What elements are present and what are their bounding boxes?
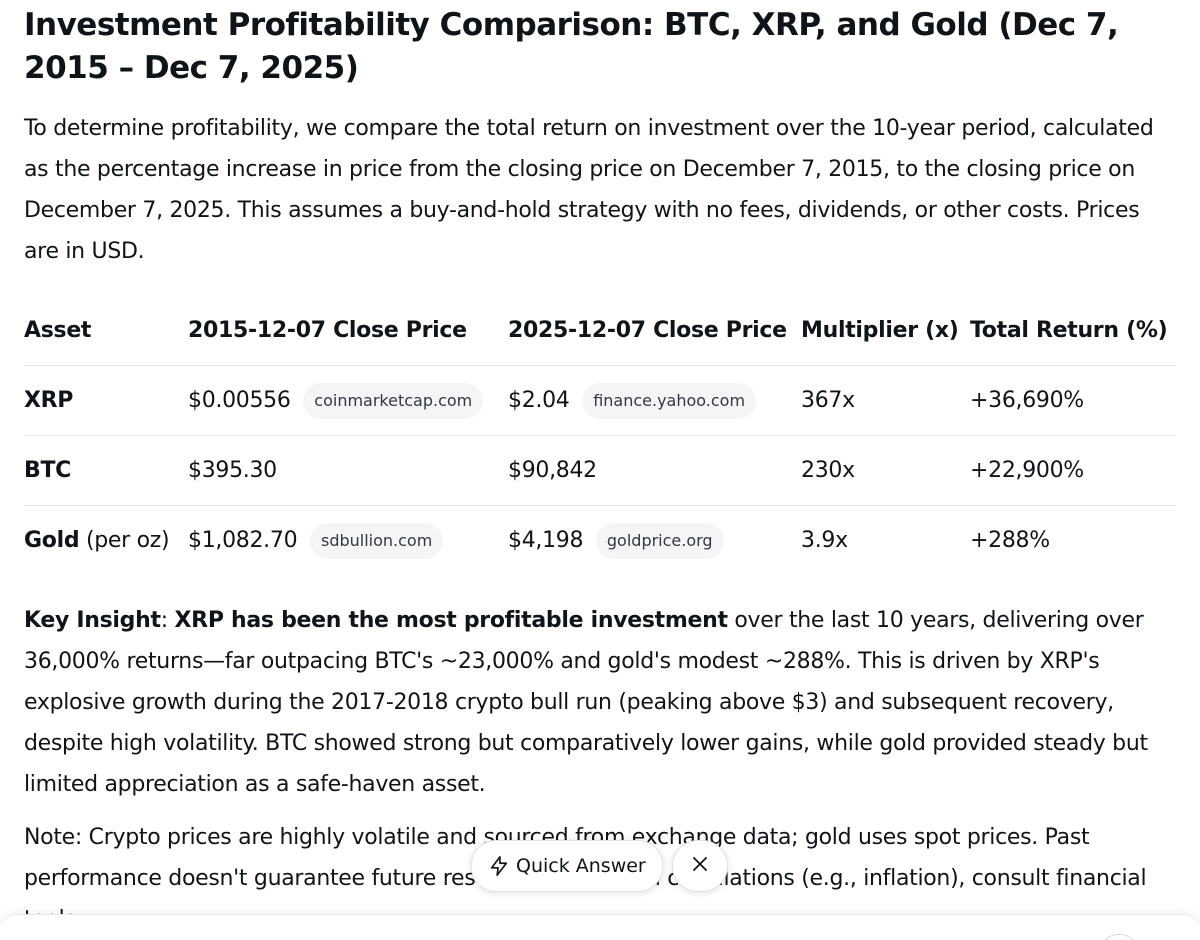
total-return-cell: +36,690%	[970, 365, 1176, 436]
price-2025-cell: $2.04 finance.yahoo.com	[508, 365, 801, 436]
price-2025-cell: $4,198 goldprice.org	[508, 505, 801, 575]
price-2015: $1,082.70	[188, 527, 298, 553]
header-price-2015: 2015-12-07 Close Price	[188, 317, 467, 343]
multiplier-cell: 230x	[801, 435, 970, 506]
asset-cell: Gold (per oz)	[24, 505, 188, 575]
header-multiplier: Multiplier (x)	[801, 317, 959, 343]
intro-paragraph: To determine profitability, we compare t…	[24, 116, 1154, 264]
asset-name: BTC	[24, 458, 72, 483]
price-2015: $395.30	[188, 458, 277, 483]
source-chip[interactable]: finance.yahoo.com	[582, 382, 757, 419]
asset-name: XRP	[24, 388, 74, 413]
total-return-cell: +288%	[970, 505, 1176, 575]
asset-name: Gold	[24, 528, 80, 553]
price-2015-cell: $0.00556 coinmarketcap.com	[188, 365, 508, 436]
response-content: Investment Profitability Comparison: BTC…	[24, 0, 1176, 940]
price-2025: $90,842	[508, 458, 597, 483]
source-chip[interactable]: sdbullion.com	[309, 522, 444, 559]
asset-cell: BTC	[24, 435, 188, 506]
key-insight-separator: :	[160, 608, 175, 633]
key-insight-text: over the last 10 years, delivering over …	[24, 608, 1148, 797]
table-row: BTC $395.30 $90,842 230x +22,900%	[24, 435, 1176, 506]
source-chip[interactable]: goldprice.org	[595, 522, 724, 559]
price-2015-cell: $1,082.70 sdbullion.com	[188, 505, 508, 575]
asset-unit: (per oz)	[79, 528, 170, 553]
close-button[interactable]	[672, 840, 728, 892]
header-asset: Asset	[24, 317, 92, 343]
header-price-2025: 2025-12-07 Close Price	[508, 317, 787, 343]
asset-cell: XRP	[24, 365, 188, 436]
comparison-table: Asset 2015-12-07 Close Price 2025-12-07 …	[24, 295, 1176, 575]
header-total-return: Total Return (%)	[970, 317, 1168, 343]
lightning-icon	[488, 855, 510, 877]
price-2025-cell: $90,842	[508, 435, 801, 506]
price-2025: $2.04	[508, 387, 570, 413]
multiplier-cell: 367x	[801, 365, 970, 436]
quick-answer-button[interactable]: Quick Answer	[471, 840, 663, 892]
key-insight-label: Key Insight	[24, 608, 161, 633]
table-row: XRP $0.00556 coinmarketcap.com $2.04 fin…	[24, 365, 1176, 436]
close-icon	[691, 855, 709, 877]
price-2015-cell: $395.30	[188, 435, 508, 506]
key-insight-paragraph: Key Insight: XRP has been the most profi…	[24, 600, 1164, 805]
total-return-cell: +22,900%	[970, 435, 1176, 506]
page-title: Investment Profitability Comparison: BTC…	[24, 7, 1119, 86]
source-chip[interactable]: coinmarketcap.com	[303, 382, 484, 419]
price-2025: $4,198	[508, 527, 584, 553]
composer-bar	[0, 914, 1200, 940]
key-insight-highlight: XRP has been the most profitable investm…	[174, 608, 728, 633]
table-row: Gold (per oz) $1,082.70 sdbullion.com $4…	[24, 505, 1176, 575]
quick-answer-label: Quick Answer	[516, 855, 646, 877]
table-header-row: Asset 2015-12-07 Close Price 2025-12-07 …	[24, 295, 1176, 366]
multiplier-cell: 3.9x	[801, 505, 970, 575]
price-2015: $0.00556	[188, 387, 291, 413]
